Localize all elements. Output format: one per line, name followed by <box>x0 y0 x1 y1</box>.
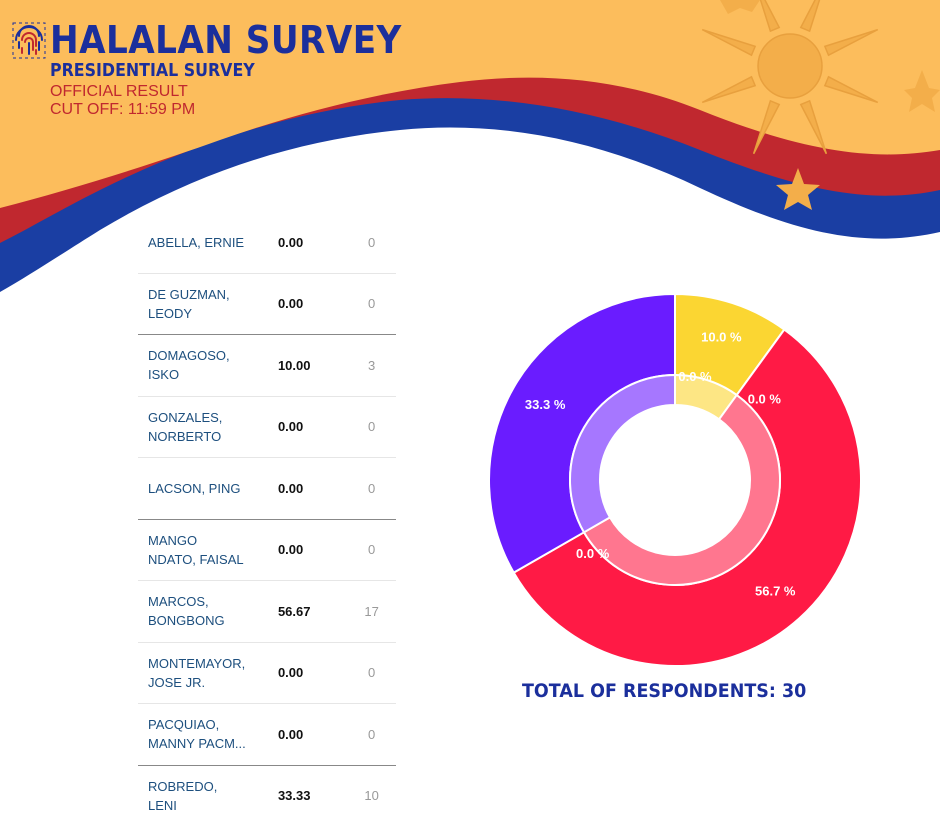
candidate-count: 0 <box>347 642 396 704</box>
candidate-name-line1: MANGO <box>148 532 198 548</box>
candidate-count: 0 <box>347 703 396 766</box>
candidate-count: 0 <box>347 212 396 274</box>
candidate-name: MARCOS, BONGBONG <box>138 580 276 643</box>
candidate-percent: 0.00 <box>275 457 348 520</box>
candidate-count: 0 <box>347 457 396 520</box>
candidate-name-line2: ISKO <box>148 367 180 383</box>
candidate-percent: 0.00 <box>275 703 348 766</box>
candidate-name: GONZALES, NORBERTO <box>138 396 276 458</box>
candidate-name: DE GUZMAN, LEODY <box>138 273 276 335</box>
candidate-percent: 0.00 <box>275 396 348 458</box>
candidate-name-line2: JOSE JR. <box>148 674 206 690</box>
star-top-right <box>904 70 940 112</box>
sun-ray <box>701 75 757 104</box>
candidate-row: DE GUZMAN, LEODY 0.00 0 <box>138 273 396 335</box>
candidate-name: ABELLA, ERNIE <box>138 212 276 274</box>
cutoff-text: CUT OFF: 11:59 PM <box>50 101 196 118</box>
sun-ray <box>701 28 757 57</box>
candidate-name-line2: MANNY PACM... <box>148 736 246 752</box>
candidate-row: MANGO NDATO, FAISAL 0.00 0 <box>138 519 396 581</box>
candidate-name: DOMAGOSO, ISKO <box>138 334 276 397</box>
star-top-left <box>720 0 760 14</box>
candidate-percent: 56.67 <box>275 580 348 643</box>
sun-ray <box>823 28 879 57</box>
page-subtitle: PRESIDENTIAL SURVEY <box>50 60 255 81</box>
candidate-name-line1: DOMAGOSO, <box>148 348 230 364</box>
candidate-name: ROBREDO, LENI <box>138 765 276 826</box>
candidate-row: ABELLA, ERNIE 0.00 0 <box>138 212 396 274</box>
candidate-row: GONZALES, NORBERTO 0.00 0 <box>138 396 396 458</box>
candidate-count: 0 <box>347 273 396 335</box>
slice-label: 0.0 % <box>576 546 610 561</box>
candidate-name-line1: MONTEMAYOR, <box>148 655 246 671</box>
candidate-name-line2: NDATO, FAISAL <box>148 551 244 567</box>
fingerprint-icon <box>12 22 46 59</box>
candidate-row: DOMAGOSO, ISKO 10.00 3 <box>138 334 396 397</box>
candidate-name-line1: MARCOS, <box>148 594 209 610</box>
candidate-name-line1: PACQUIAO, <box>148 717 220 733</box>
candidate-row: ROBREDO, LENI 33.33 10 <box>138 765 396 826</box>
slice-label: 10.0 % <box>701 329 742 344</box>
candidate-count: 3 <box>347 334 396 397</box>
sun-ray <box>752 99 781 155</box>
candidate-name: MONTEMAYOR, JOSE JR. <box>138 642 276 704</box>
candidate-percent: 10.00 <box>275 334 348 397</box>
total-respondents: TOTAL OF RESPONDENTS: 30 <box>522 680 807 702</box>
sun-emblem <box>701 0 879 155</box>
candidate-percent: 0.00 <box>275 212 348 274</box>
slice-label: 0.0 % <box>748 392 782 407</box>
sun-ray <box>759 0 781 33</box>
yellow-wave <box>0 0 940 208</box>
candidate-row: LACSON, PING 0.00 0 <box>138 457 396 520</box>
candidate-name-line2: NORBERTO <box>148 428 222 444</box>
candidate-name: LACSON, PING <box>138 457 276 520</box>
slice-label: 56.7 % <box>755 584 796 599</box>
candidate-percent: 0.00 <box>275 519 348 581</box>
sun-ray <box>799 0 821 33</box>
candidate-name-line2: LENI <box>148 797 177 813</box>
candidate-name-line2: BONGBONG <box>148 613 225 629</box>
outer-ring <box>488 292 862 667</box>
candidate-row: PACQUIAO, MANNY PACM... 0.00 0 <box>138 703 396 766</box>
slice-label: 0.0 % <box>678 369 712 384</box>
candidate-row: MONTEMAYOR, JOSE JR. 0.00 0 <box>138 642 396 704</box>
title-row: HALALAN SURVEY <box>12 18 441 62</box>
candidate-table: ABELLA, ERNIE 0.00 0 DE GUZMAN, LEODY 0.00 0 DO… <box>138 212 396 826</box>
candidate-name: MANGO NDATO, FAISAL <box>138 519 276 581</box>
candidate-name-line1: LACSON, PING <box>148 480 241 496</box>
slice-labels: 10.0 % 0.0 % 56.7 % 0.0 % 33.3 % 0.0 % <box>525 329 796 598</box>
candidate-count: 17 <box>347 580 396 643</box>
candidate-name-line1: ABELLA, ERNIE <box>148 234 245 250</box>
results-donut-chart: 10.0 % 0.0 % 56.7 % 0.0 % 33.3 % 0.0 % <box>488 292 862 667</box>
candidate-percent: 0.00 <box>275 642 348 704</box>
candidate-name-line1: DE GUZMAN, <box>148 286 230 302</box>
candidate-count: 10 <box>364 788 379 804</box>
candidate-percent: 33.33 <box>277 788 311 804</box>
slice-label: 33.3 % <box>525 397 566 412</box>
candidate-count: 0 <box>347 519 396 581</box>
sun-ray <box>823 75 879 104</box>
candidate-name-line1: GONZALES, <box>148 409 223 425</box>
candidate-name: PACQUIAO, MANNY PACM... <box>138 703 276 766</box>
candidate-count: 0 <box>347 396 396 458</box>
header: HALALAN SURVEY PRESIDENTIAL SURVEY OFFIC… <box>12 18 441 119</box>
donut-hole <box>600 405 750 555</box>
inner-ring <box>569 373 781 586</box>
candidate-name-line2: LEODY <box>148 305 193 321</box>
candidate-table-body: ABELLA, ERNIE 0.00 0 DE GUZMAN, LEODY 0.00 0 DO… <box>138 212 396 826</box>
official-result-text: OFFICIAL RESULT <box>50 83 188 100</box>
sun-ray <box>799 99 828 155</box>
candidate-row: MARCOS, BONGBONG 56.67 17 <box>138 580 396 643</box>
star-bottom <box>776 168 820 210</box>
candidate-percent: 0.00 <box>275 273 348 335</box>
page-title: HALALAN SURVEY <box>50 18 402 62</box>
candidate-name-line1: ROBREDO, <box>148 778 218 794</box>
